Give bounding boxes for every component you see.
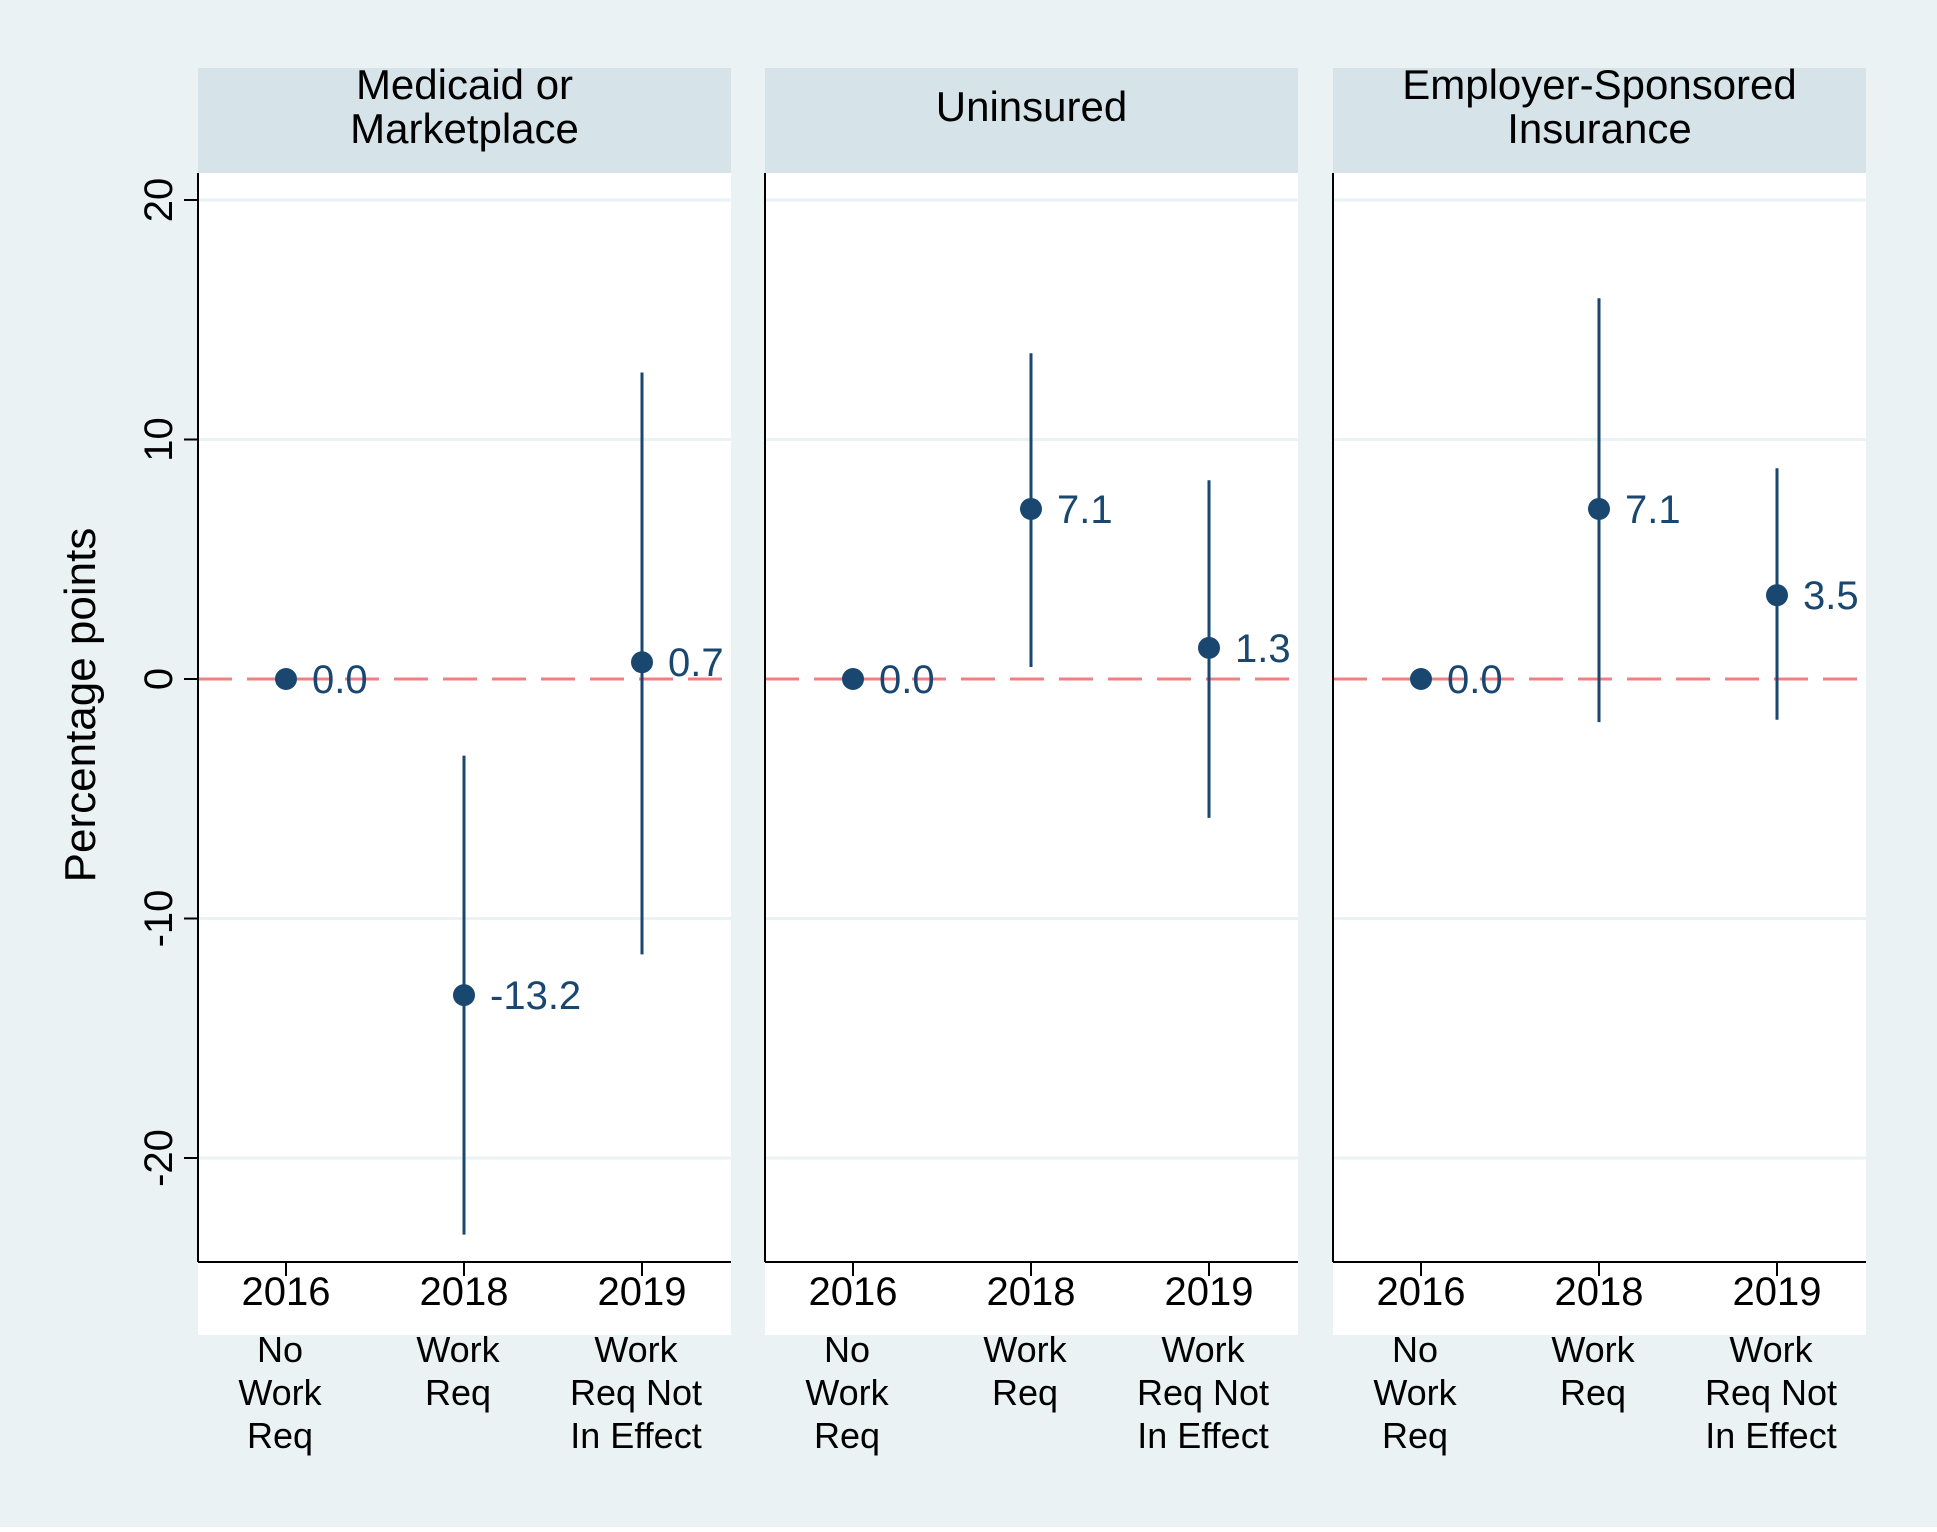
x-sublabel: Req Not — [1137, 1372, 1269, 1413]
x-tick-label: 2018 — [987, 1270, 1076, 1314]
x-sublabel: Req Not — [570, 1372, 702, 1413]
x-sublabel: In Effect — [570, 1415, 701, 1456]
y-tick-label: -20 — [137, 1129, 181, 1187]
plot-area — [765, 173, 1298, 1262]
estimate-point — [631, 651, 653, 674]
y-tick-label: 10 — [137, 417, 181, 462]
panel-footer — [1333, 1335, 1866, 1522]
panel-header — [1333, 68, 1866, 173]
panel-3: Employer-SponsoredInsurance2016NoWorkReq… — [1332, 61, 1866, 1522]
data-label: 0.0 — [1447, 658, 1503, 702]
panel-1: Medicaid orMarketplace2016NoWorkReq2018W… — [197, 61, 731, 1522]
estimate-point — [1410, 668, 1432, 690]
x-tick-label: 2018 — [1555, 1270, 1644, 1314]
data-label: -13.2 — [490, 974, 581, 1018]
x-sublabel: Req — [1560, 1372, 1626, 1413]
x-sublabel: No — [257, 1329, 303, 1370]
y-tick-label: -10 — [137, 890, 181, 948]
data-label: 7.1 — [1057, 488, 1113, 532]
x-sublabel: Work — [983, 1329, 1067, 1370]
data-label: 0.7 — [668, 641, 724, 685]
data-label: 0.0 — [879, 658, 935, 702]
data-label: 7.1 — [1625, 488, 1681, 532]
estimate-point — [1588, 497, 1610, 520]
estimate-point — [1766, 584, 1788, 607]
panel-title: Medicaid or — [356, 61, 573, 108]
estimate-point — [275, 668, 297, 690]
y-tick-label: 20 — [137, 178, 181, 223]
panel-footer — [198, 1335, 731, 1522]
x-sublabel: Work — [594, 1329, 678, 1370]
panel-title: Uninsured — [936, 83, 1127, 130]
y-axis: -20 -10 0 10 20 — [137, 178, 198, 1187]
x-tick-label: 2019 — [598, 1270, 687, 1314]
panel-footer — [765, 1335, 1298, 1522]
x-sublabel: Req — [814, 1415, 880, 1456]
x-sublabel: No — [824, 1329, 870, 1370]
x-sublabel: Work — [416, 1329, 500, 1370]
estimate-point — [1198, 636, 1220, 659]
y-axis-title: Percentage points — [56, 528, 105, 883]
estimate-point — [842, 668, 864, 690]
data-label: 0.0 — [312, 658, 368, 702]
panels: Medicaid orMarketplace2016NoWorkReq2018W… — [197, 61, 1866, 1522]
data-label: 1.3 — [1235, 627, 1291, 671]
panel-title: Insurance — [1507, 105, 1691, 152]
y-tick-label: 0 — [137, 668, 181, 690]
panel-header — [765, 68, 1298, 173]
x-tick-label: 2019 — [1733, 1270, 1822, 1314]
x-sublabel: Work — [238, 1372, 322, 1413]
panel-header — [198, 68, 731, 173]
x-sublabel: Req — [992, 1372, 1058, 1413]
panel-title: Marketplace — [350, 105, 579, 152]
x-sublabel: Work — [805, 1372, 889, 1413]
x-sublabel: Work — [1551, 1329, 1635, 1370]
x-tick-label: 2016 — [809, 1270, 898, 1314]
panel-title: Employer-Sponsored — [1402, 61, 1797, 108]
x-sublabel: Req Not — [1705, 1372, 1837, 1413]
x-sublabel: Work — [1729, 1329, 1813, 1370]
x-sublabel: Work — [1161, 1329, 1245, 1370]
data-label: 3.5 — [1803, 574, 1859, 618]
x-sublabel: In Effect — [1705, 1415, 1836, 1456]
estimate-point — [453, 984, 475, 1007]
x-sublabel: Work — [1373, 1372, 1457, 1413]
panel-2: Uninsured2016NoWorkReq2018WorkReq2019Wor… — [764, 68, 1298, 1522]
x-tick-label: 2016 — [1377, 1270, 1466, 1314]
x-sublabel: Req — [247, 1415, 313, 1456]
x-tick-label: 2016 — [242, 1270, 331, 1314]
estimate-point — [1020, 497, 1042, 520]
x-sublabel: No — [1392, 1329, 1438, 1370]
x-sublabel: Req — [425, 1372, 491, 1413]
x-sublabel: Req — [1382, 1415, 1448, 1456]
x-sublabel: In Effect — [1137, 1415, 1268, 1456]
x-tick-label: 2018 — [420, 1270, 509, 1314]
x-tick-label: 2019 — [1165, 1270, 1254, 1314]
